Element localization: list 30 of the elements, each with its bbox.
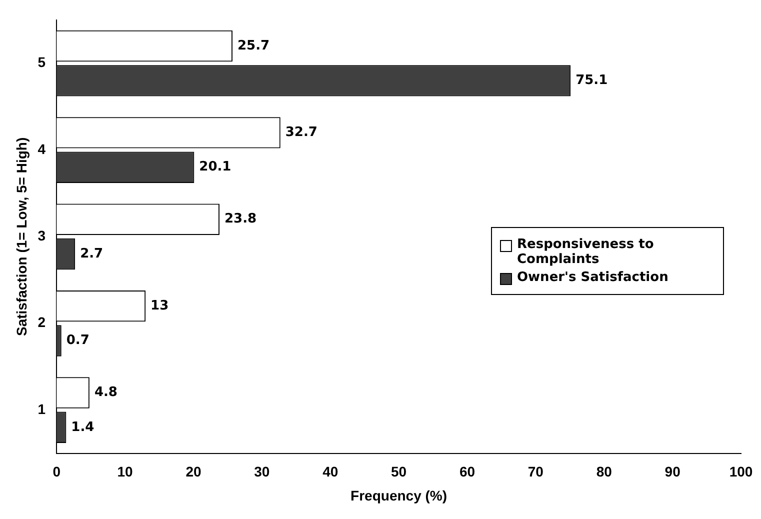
data-label: 20.1	[199, 160, 232, 175]
x-tick-label: 30	[254, 464, 270, 480]
y-tick-label: 5	[38, 54, 46, 70]
data-label: 32.7	[285, 125, 318, 140]
y-tick-label: 4	[38, 140, 46, 157]
x-tick-label: 90	[664, 464, 681, 480]
x-tick-label: 0	[52, 464, 61, 480]
data-label: 25.7	[237, 38, 270, 54]
data-label: 0.7	[66, 333, 90, 348]
data-label: 2.7	[80, 246, 104, 262]
data-label: 75.1	[576, 73, 608, 88]
x-tick-label: 20	[186, 464, 202, 480]
data-label: 4.8	[94, 385, 118, 400]
x-tick-label: 10	[117, 464, 134, 480]
y-tick-label: 1	[38, 400, 46, 417]
x-tick-label: 40	[322, 464, 338, 480]
legend: Responsiveness to Complaints Owner's Satisfaction	[491, 226, 724, 295]
x-tick-label: 60	[459, 464, 476, 480]
data-label: 13	[150, 298, 169, 314]
x-axis-title: Frequency (%)	[350, 487, 448, 504]
x-tick-label: 100	[729, 464, 753, 480]
y-axis-title: Satisfaction (1= Low, 5= High)	[13, 137, 30, 336]
data-label: 1.4	[71, 420, 94, 435]
x-tick-label: 70	[528, 464, 544, 480]
legend-label: Owner's Satisfaction	[517, 270, 668, 285]
x-tick-label: 80	[596, 464, 612, 480]
data-label: 23.8	[224, 212, 257, 227]
y-tick-label: 2	[38, 314, 46, 330]
y-tick-label: 3	[38, 228, 46, 244]
x-tick-label: 50	[391, 464, 407, 480]
